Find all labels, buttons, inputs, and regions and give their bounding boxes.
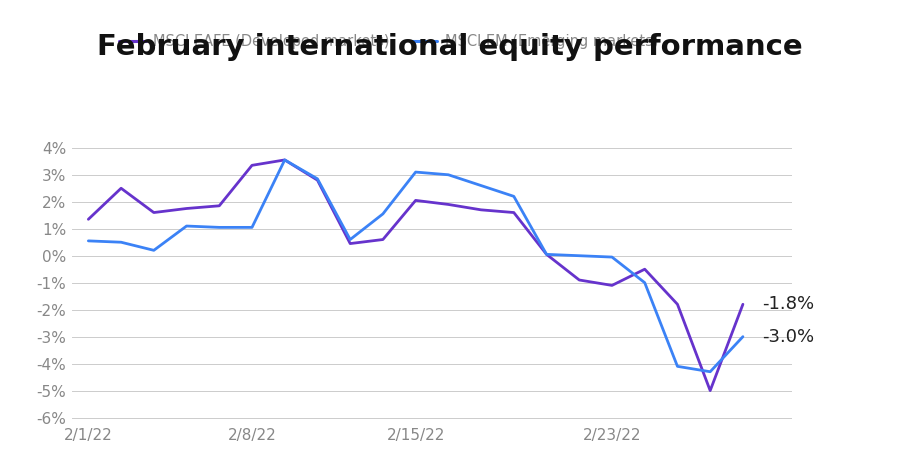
MSCI EM (Emerging markets) (181, 223, 192, 229)
MSCI EM (Emerging markets) (410, 169, 421, 175)
MSCI EM (Emerging markets) (508, 194, 519, 199)
MSCI EM (Emerging markets) (705, 369, 716, 375)
MSCI EAFE (Developed markets) (312, 177, 323, 183)
MSCI EAFE (Developed markets) (345, 241, 356, 246)
MSCI EAFE (Developed markets) (148, 210, 159, 215)
MSCI EAFE (Developed markets) (574, 277, 585, 283)
Line: MSCI EM (Emerging markets): MSCI EM (Emerging markets) (88, 160, 742, 372)
MSCI EM (Emerging markets) (83, 238, 94, 243)
MSCI EAFE (Developed markets) (705, 388, 716, 393)
MSCI EAFE (Developed markets) (607, 282, 617, 288)
MSCI EAFE (Developed markets) (639, 266, 650, 272)
MSCI EM (Emerging markets) (214, 225, 225, 230)
MSCI EM (Emerging markets) (247, 225, 257, 230)
MSCI EM (Emerging markets) (148, 248, 159, 253)
MSCI EAFE (Developed markets) (83, 217, 94, 222)
MSCI EM (Emerging markets) (541, 251, 552, 257)
Text: -3.0%: -3.0% (762, 328, 814, 345)
Text: February international equity performance: February international equity performanc… (97, 33, 803, 61)
MSCI EAFE (Developed markets) (410, 197, 421, 203)
MSCI EAFE (Developed markets) (181, 206, 192, 212)
Line: MSCI EAFE (Developed markets): MSCI EAFE (Developed markets) (88, 160, 742, 391)
MSCI EAFE (Developed markets) (672, 301, 683, 307)
MSCI EAFE (Developed markets) (476, 207, 487, 212)
MSCI EAFE (Developed markets) (247, 163, 257, 168)
MSCI EAFE (Developed markets) (116, 186, 127, 191)
MSCI EAFE (Developed markets) (377, 237, 388, 243)
MSCI EM (Emerging markets) (443, 172, 454, 178)
MSCI EM (Emerging markets) (377, 211, 388, 217)
MSCI EM (Emerging markets) (639, 280, 650, 285)
MSCI EM (Emerging markets) (574, 253, 585, 258)
MSCI EM (Emerging markets) (312, 176, 323, 181)
MSCI EAFE (Developed markets) (508, 210, 519, 215)
MSCI EM (Emerging markets) (116, 239, 127, 245)
MSCI EAFE (Developed markets) (214, 203, 225, 209)
MSCI EM (Emerging markets) (737, 334, 748, 339)
MSCI EM (Emerging markets) (672, 363, 683, 369)
MSCI EAFE (Developed markets) (737, 301, 748, 307)
Text: -1.8%: -1.8% (762, 295, 814, 313)
Legend: MSCI EAFE (Developed markets), MSCI EM (Emerging markets): MSCI EAFE (Developed markets), MSCI EM (… (113, 28, 664, 55)
MSCI EAFE (Developed markets) (541, 251, 552, 257)
MSCI EM (Emerging markets) (476, 183, 487, 188)
MSCI EM (Emerging markets) (345, 237, 356, 243)
MSCI EM (Emerging markets) (607, 254, 617, 260)
MSCI EM (Emerging markets) (279, 157, 290, 163)
MSCI EAFE (Developed markets) (443, 202, 454, 207)
MSCI EAFE (Developed markets) (279, 157, 290, 163)
